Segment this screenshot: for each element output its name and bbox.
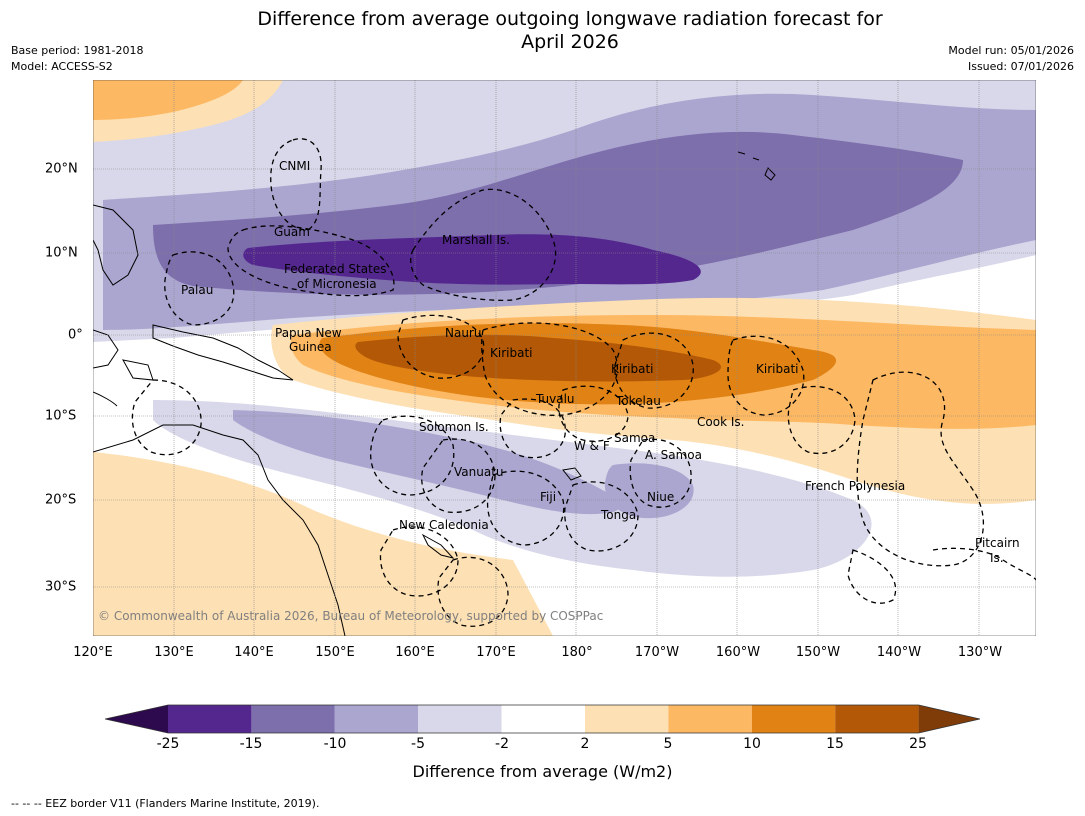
label-palau: Palau — [181, 283, 213, 297]
colorbar-title: Difference from average (W/m2) — [412, 762, 673, 781]
label-png-2: Guinea — [289, 340, 332, 354]
label-pitcairn-2: Is. — [990, 551, 1004, 565]
label-cnmi: CNMI — [279, 159, 310, 173]
gridlines — [93, 80, 1036, 636]
lon-label-130e: 130°E — [154, 645, 194, 660]
land-australia — [93, 391, 346, 636]
field-deep-purple — [243, 234, 701, 285]
colorbar-outline — [105, 704, 980, 734]
colorbar-tick-9: 15 — [826, 736, 844, 752]
field-medium-purple-south — [233, 410, 622, 515]
label-asamoa: A. Samoa — [645, 448, 702, 462]
lon-label-180: 180° — [561, 645, 593, 660]
land-new-caledonia — [421, 533, 455, 559]
model-run: Model run: 05/01/2026 — [948, 44, 1074, 57]
colorbar-tick-8: 10 — [743, 736, 761, 752]
colorbar-tick-5: -2 — [495, 736, 509, 752]
field-brown — [355, 334, 722, 382]
label-png-1: Papua New — [275, 326, 342, 340]
lon-label-140e: 140°E — [234, 645, 274, 660]
eez-borders — [131, 138, 1036, 627]
lat-label-10n: 10°N — [45, 245, 78, 261]
lon-label-130w: 130°W — [957, 645, 1003, 660]
lat-label-20n: 20°N — [45, 161, 78, 177]
lon-label-160w: 160°W — [715, 645, 761, 660]
label-new-caledonia: New Caledonia — [399, 518, 489, 532]
label-pitcairn-1: Pitcairn — [975, 536, 1020, 550]
lon-label-170w: 170°W — [634, 645, 680, 660]
lon-label-120e: 120°E — [73, 645, 113, 660]
land-fiji — [562, 467, 582, 481]
issued-date: Issued: 07/01/2026 — [967, 60, 1074, 73]
meta-left: Base period: 1981-2018 Model: ACCESS-S2 — [11, 43, 143, 75]
label-marshall: Marshall Is. — [442, 233, 510, 247]
colorbar-extend-high — [918, 705, 980, 733]
colorbar-segment-2 — [251, 705, 335, 733]
label-vanuatu: Vanuatu — [454, 465, 504, 479]
field-orange-nw — [93, 80, 243, 120]
label-niue: Niue — [647, 490, 674, 504]
label-tuvalu: Tuvalu — [535, 392, 575, 406]
colorbar-tick-10: 25 — [909, 736, 927, 752]
colorbar-tick-7: 5 — [663, 736, 673, 752]
colorbar-tick-1: -25 — [156, 736, 180, 752]
label-french-polynesia: French Polynesia — [805, 479, 905, 493]
colorbar — [105, 704, 980, 734]
colorbar-segment-6 — [585, 705, 669, 733]
colorbar-segment-5 — [501, 705, 585, 733]
lon-label-170e: 170°E — [476, 645, 516, 660]
lat-label-10s: 10°S — [45, 408, 77, 424]
label-fiji: Fiji — [540, 490, 556, 504]
colorbar-segment-3 — [334, 705, 419, 733]
colorbar-segment-1 — [168, 705, 252, 733]
lon-label-150e: 150°E — [315, 645, 355, 660]
colorbar-segment-8 — [751, 705, 836, 733]
label-tonga: Tonga — [600, 508, 636, 522]
colorbar-segment-4 — [418, 705, 502, 733]
chart-title: Difference from average outgoing longwav… — [150, 8, 990, 54]
land-hawaii — [737, 151, 776, 181]
label-kiribati-east: Kiribati — [756, 362, 798, 376]
map-panel: CNMI Guam Marshall Is. Federated States … — [93, 80, 1036, 636]
label-cook: Cook Is. — [697, 415, 744, 429]
lat-label-30s: 30°S — [45, 579, 77, 595]
base-period: Base period: 1981-2018 — [11, 44, 144, 57]
title-line-1: Difference from average outgoing longwav… — [257, 8, 883, 30]
lon-label-160e: 160°E — [395, 645, 435, 660]
label-tokelau: Tokelau — [615, 394, 661, 408]
copyright-notice: © Commonwealth of Australia 2026, Bureau… — [98, 609, 604, 623]
lat-label-20s: 20°S — [45, 492, 77, 508]
land-new-guinea — [152, 324, 294, 381]
label-nauru: Nauru — [445, 326, 481, 340]
label-wf: W & F — [574, 439, 610, 453]
colorbar-tick-4: -5 — [411, 736, 425, 752]
lat-label-0: 0° — [68, 327, 83, 343]
land-philippines — [93, 204, 139, 286]
eez-footnote: -- -- -- EEZ border V11 (Flanders Marine… — [11, 797, 320, 810]
title-line-2: April 2026 — [521, 31, 619, 53]
label-kiribati-central: Kiribati — [611, 362, 653, 376]
label-solomon: Solomon Is. — [419, 420, 489, 434]
label-samoa: Samoa — [614, 431, 655, 445]
colorbar-extend-low — [105, 705, 168, 733]
model-name: Model: ACCESS-S2 — [11, 60, 113, 73]
colorbar-segment-7 — [668, 705, 752, 733]
lon-label-140w: 140°W — [876, 645, 922, 660]
meta-right: Model run: 05/01/2026 Issued: 07/01/2026 — [948, 43, 1074, 75]
label-fsm-2: of Micronesia — [297, 277, 377, 291]
label-kiribati-west: Kiribati — [490, 346, 532, 360]
colorbar-tick-2: -15 — [239, 736, 263, 752]
lon-label-150w: 150°W — [795, 645, 841, 660]
label-guam: Guam — [274, 225, 310, 239]
colorbar-tick-3: -10 — [323, 736, 347, 752]
colorbar-tick-6: 2 — [580, 736, 590, 752]
colorbar-segment-9 — [835, 705, 919, 733]
field-medium-purple-tonga — [604, 463, 694, 519]
label-fsm-1: Federated States — [284, 262, 386, 276]
